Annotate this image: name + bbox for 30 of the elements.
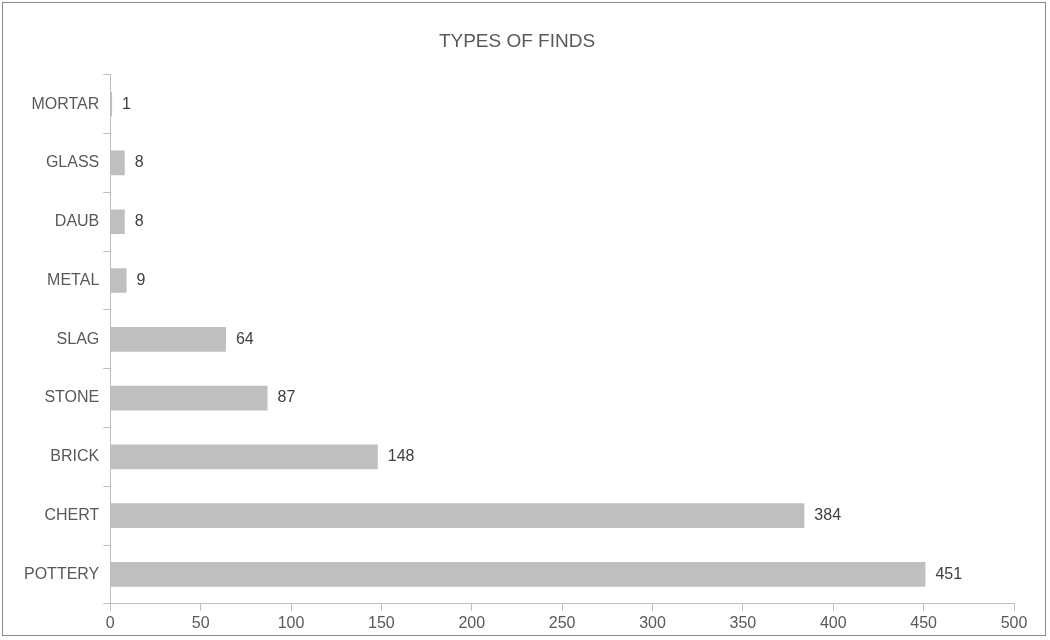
y-tick-label: METAL [47,270,100,288]
y-tick-label: SLAG [56,329,100,347]
y-tick-label: GLASS [45,153,100,171]
x-tick-label: 250 [548,613,576,631]
x-tick-label: 300 [639,613,666,631]
data-label: 9 [136,270,146,288]
x-tick-label: 400 [819,613,847,631]
data-label: 64 [235,329,254,347]
chart-title: TYPES OF FINDS [438,29,596,51]
x-tick-label: 100 [277,613,305,631]
data-label: 451 [935,564,963,582]
data-label: 384 [814,506,842,524]
x-tick-label: 50 [191,613,210,631]
y-tick-label: STONE [44,388,100,406]
data-label: 87 [277,388,296,406]
y-tick-label: BRICK [50,447,100,465]
x-tick-label: 500 [1000,613,1028,631]
y-tick-label: DAUB [54,212,100,230]
x-tick-label: 450 [910,613,938,631]
data-label: 8 [134,153,144,171]
x-tick-label: 350 [729,613,757,631]
data-label: 148 [387,447,415,465]
y-tick-label: MORTAR [31,94,100,112]
x-tick-label: 0 [105,613,115,631]
x-tick-label: 200 [458,613,486,631]
data-label: 1 [122,94,132,112]
x-tick-label: 150 [368,613,395,631]
y-tick-label: CHERT [44,506,100,524]
y-tick-label: POTTERY [23,564,100,582]
data-label: 8 [134,212,144,230]
